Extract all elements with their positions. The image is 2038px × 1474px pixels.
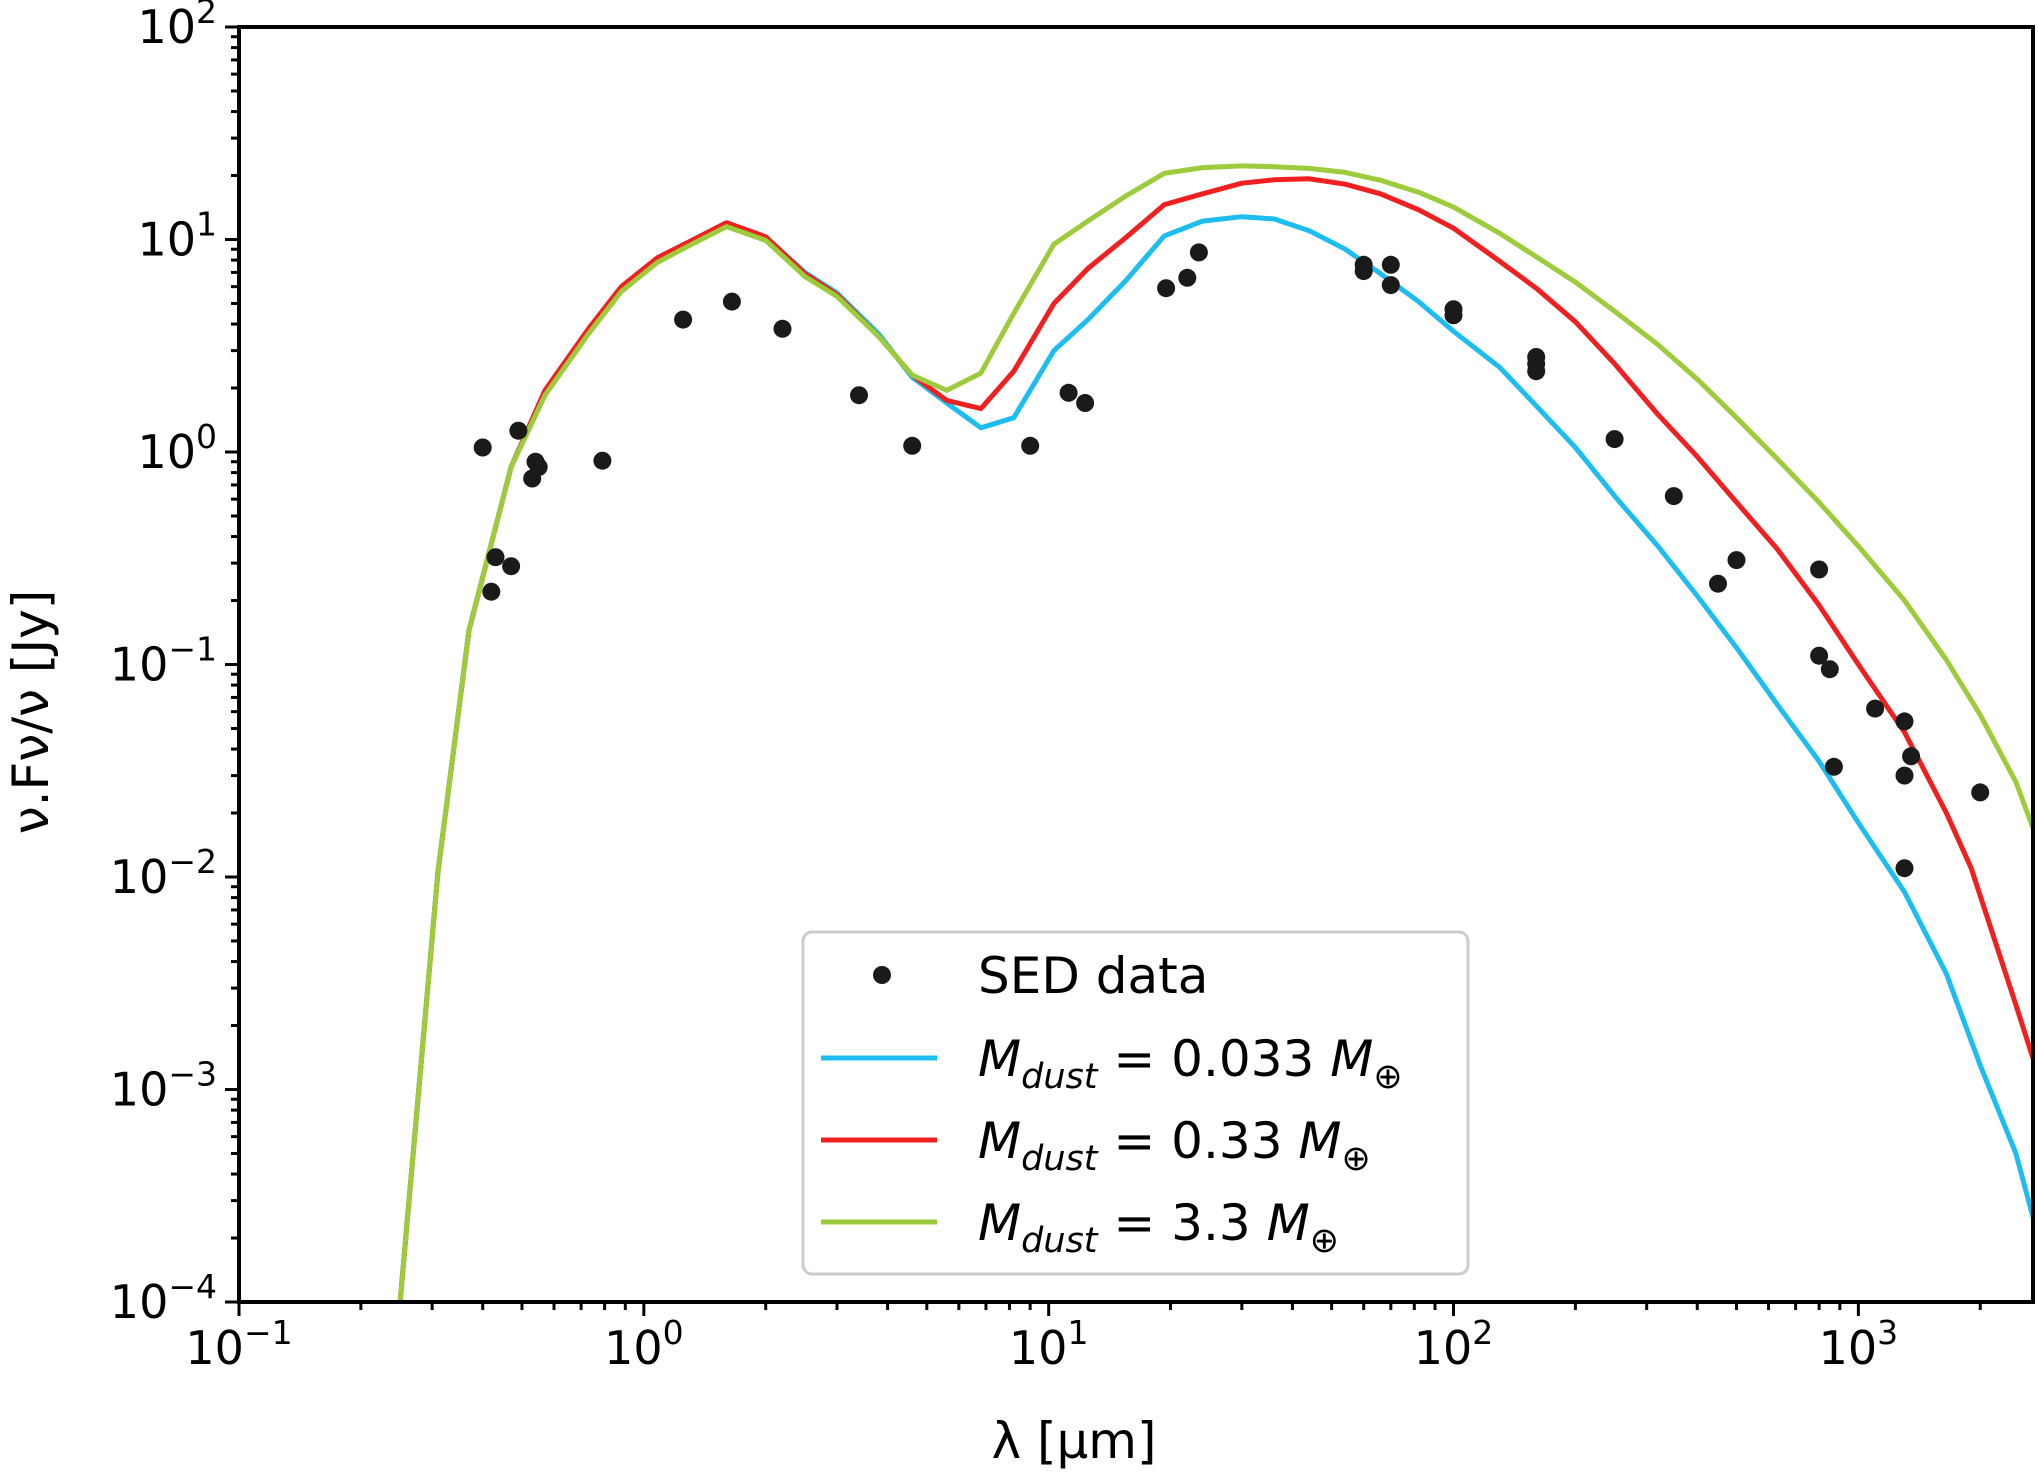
sed-data-point <box>1810 646 1829 665</box>
x-tick-label: 10−1 <box>185 1313 292 1375</box>
sed-data-point <box>674 310 693 329</box>
y-tick-label: 102 <box>137 0 217 54</box>
sed-data-point <box>850 386 868 405</box>
y-tick-label: 101 <box>137 205 217 267</box>
sed-data-point <box>486 548 505 567</box>
model-curve-3 <box>397 163 2033 1302</box>
sed-data-point <box>473 438 492 457</box>
sed-data-point <box>1354 262 1373 281</box>
sed-data-point <box>1381 255 1400 274</box>
y-tick-label: 10−4 <box>110 1267 217 1329</box>
sed-data-point <box>1866 699 1885 718</box>
sed-data-point <box>1824 757 1843 776</box>
model-curves <box>397 163 2033 1302</box>
sed-data-point <box>1709 574 1727 593</box>
x-tick-label: 102 <box>1414 1313 1494 1375</box>
sed-data-point <box>1527 362 1546 381</box>
sed-data-point <box>1727 551 1746 570</box>
legend-box <box>801 930 1470 1276</box>
plot-area <box>397 163 2033 1302</box>
sed-data-point <box>1902 747 1921 766</box>
sed-data-point <box>1820 660 1839 679</box>
tick-labels: 10−1 100 101 102 103 10−4 10−3 10−2 10−1 100 101 10… <box>110 0 1898 1375</box>
sed-data-point <box>529 458 548 476</box>
sed-data-point <box>1189 243 1208 262</box>
legend-series-entries: Mdust = 0.033 M⊕ Mdust = 0.33 M⊕ Mdust = 3… <box>821 1030 1403 1261</box>
sed-data-point <box>1021 436 1040 455</box>
sed-data-point <box>1444 306 1463 325</box>
y-axis-label: ν.Fν/ν [Jy] <box>2 590 60 835</box>
sed-data-point <box>502 557 521 576</box>
y-tick-label: 100 <box>137 417 217 479</box>
y-tick-label: 10−2 <box>110 842 217 904</box>
x-tick-label: 101 <box>1009 1313 1089 1375</box>
sed-data-point <box>509 421 528 440</box>
sed-data-point <box>773 319 792 338</box>
sed-data-point <box>1971 783 1990 802</box>
sed-data-point <box>1895 859 1914 878</box>
sed-data-point <box>1059 383 1078 402</box>
sed-data-point <box>593 451 612 470</box>
legend-label-3: Mdust = 3.3 M⊕ <box>978 1194 1339 1261</box>
y-tick-label: 10−3 <box>110 1055 217 1117</box>
y-tick-label: 10−1 <box>110 630 217 692</box>
sed-data-point <box>1895 766 1914 785</box>
axes-frame <box>237 25 2035 1304</box>
sed-data-point <box>1157 279 1176 298</box>
sed-data-point <box>1178 268 1197 287</box>
legend-marker-sed-data <box>873 966 891 984</box>
sed-data-point <box>903 436 922 455</box>
legend-label-sed-data: SED data <box>978 947 1208 1005</box>
sed-data-point <box>1895 712 1914 731</box>
sed-data-point <box>1810 560 1829 579</box>
x-axis-label: λ [μm] <box>991 1412 1156 1470</box>
sed-data-point <box>1605 430 1624 449</box>
sed-data-point <box>1664 487 1683 506</box>
legend-label-1: Mdust = 0.033 M⊕ <box>978 1030 1403 1097</box>
x-tick-label: 100 <box>604 1313 684 1375</box>
legend-label-2: Mdust = 0.33 M⊕ <box>978 1112 1371 1179</box>
sed-data-point <box>722 292 741 311</box>
legend: SED data Mdust = 0.033 M⊕ Mdust = 0.33 M⊕… <box>801 930 1470 1276</box>
sed-data-point <box>1076 394 1095 412</box>
x-tick-label: 103 <box>1819 1313 1899 1375</box>
model-curve-2 <box>397 176 2033 1302</box>
sed-data-points <box>473 243 1990 878</box>
sed-data-point <box>482 582 501 601</box>
sed-data-point <box>1381 276 1400 295</box>
